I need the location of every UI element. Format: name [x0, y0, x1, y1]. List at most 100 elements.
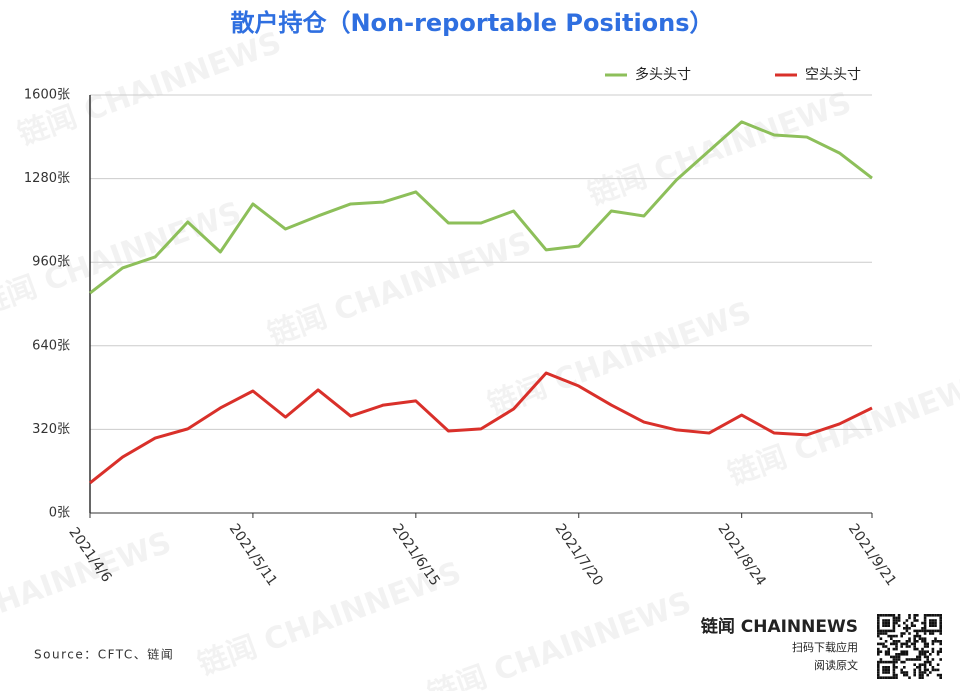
- qr-cell: [918, 663, 922, 666]
- qr-cell: [905, 627, 909, 630]
- qr-cell: [882, 666, 885, 669]
- qr-cell: [931, 629, 935, 633]
- qr-cell: [892, 621, 896, 625]
- qr-cell: [903, 642, 906, 646]
- qr-cell: [897, 624, 901, 627]
- qr-cell: [892, 634, 896, 638]
- qr-cell: [877, 660, 880, 664]
- qr-cell: [877, 666, 880, 669]
- qr-cell: [926, 655, 929, 659]
- qr-cell: [913, 640, 916, 643]
- qr-cell: [897, 658, 901, 661]
- y-tick-label: 0张: [49, 506, 70, 521]
- qr-cell: [887, 660, 890, 664]
- qr-cell: [900, 632, 903, 635]
- qr-cell: [931, 658, 935, 661]
- qr-cell: [913, 624, 916, 627]
- qr-cell: [882, 621, 885, 625]
- qr-cell: [908, 676, 911, 679]
- qr-cell: [923, 624, 927, 627]
- qr-cell: [929, 653, 932, 656]
- qr-cell: [882, 676, 885, 679]
- qr-cell: [905, 671, 909, 674]
- qr-cell: [934, 629, 937, 633]
- qr-cell: [890, 637, 893, 640]
- qr-cell: [939, 640, 942, 643]
- qr-cell: [884, 666, 888, 669]
- qr-cell: [923, 663, 927, 666]
- qr-cell: [934, 640, 937, 643]
- qr-cell: [918, 637, 922, 640]
- qr-cell: [887, 629, 890, 633]
- qr-cell: [882, 632, 885, 635]
- qr-cell: [916, 634, 919, 638]
- qr-cell: [913, 645, 916, 648]
- qr-cell: [895, 619, 898, 622]
- qr-cell: [939, 629, 942, 633]
- qr-cell: [892, 627, 896, 630]
- qr-cell: [900, 642, 903, 646]
- qr-cell: [913, 637, 916, 640]
- qr-cell: [903, 671, 906, 674]
- qr-cell: [884, 640, 888, 643]
- qr-cell: [884, 621, 888, 625]
- qr-cell: [923, 650, 927, 653]
- qr-cell: [884, 660, 888, 664]
- qr-cell: [887, 676, 890, 679]
- legend-label: 空头头寸: [805, 67, 861, 83]
- qr-cell: [936, 629, 940, 633]
- qr-cell: [884, 650, 888, 653]
- qr-cell: [903, 673, 906, 677]
- qr-cell: [913, 673, 916, 677]
- qr-cell: [939, 673, 942, 677]
- qr-cell: [895, 642, 898, 646]
- qr-cell: [908, 614, 911, 617]
- qr-cell: [926, 668, 929, 672]
- qr-cell: [929, 619, 932, 622]
- qr-cell: [877, 614, 880, 617]
- qr-cell: [892, 614, 896, 617]
- qr-cell: [887, 614, 890, 617]
- qr-cell: [887, 634, 890, 638]
- qr-cell: [913, 629, 916, 633]
- qr-cell: [923, 655, 927, 659]
- qr-cell: [921, 650, 924, 653]
- qr-cell: [900, 650, 903, 653]
- qr-cell: [923, 642, 927, 646]
- qr-cell: [931, 621, 935, 625]
- qr-cell: [892, 658, 896, 661]
- qr-cell: [900, 668, 903, 672]
- qr-cell: [916, 655, 919, 659]
- source: Source：CFTC、链闻: [34, 647, 174, 662]
- y-tick-label: 1280张: [24, 171, 70, 186]
- qr-cell: [892, 663, 896, 666]
- qr-cell: [931, 632, 935, 635]
- qr-cell: [916, 647, 919, 651]
- qr-cell: [877, 673, 880, 677]
- qr-cell: [921, 629, 924, 633]
- qr-cell: [900, 645, 903, 648]
- x-tick-label: 2021/5/11: [226, 521, 280, 589]
- qr-cell: [895, 655, 898, 659]
- qr-cell: [929, 663, 932, 666]
- qr-cell: [877, 634, 880, 638]
- qr-cell: [939, 621, 942, 625]
- qr-cell: [892, 624, 896, 627]
- qr-cell: [890, 655, 893, 659]
- qr-cell: [903, 627, 906, 630]
- qr-cell: [895, 634, 898, 638]
- qr-cell: [936, 614, 940, 617]
- qr-cell: [892, 660, 896, 664]
- qr-cell: [939, 650, 942, 653]
- qr-cell: [877, 629, 880, 633]
- qr-cell: [900, 671, 903, 674]
- qr-cell: [897, 614, 901, 617]
- qr-cell: [895, 676, 898, 679]
- qr-cell: [910, 621, 914, 625]
- qr-cell: [934, 621, 937, 625]
- qr-cell: [923, 632, 927, 635]
- qr-cell: [890, 634, 893, 638]
- qr-cell: [887, 619, 890, 622]
- qr-cell: [931, 624, 935, 627]
- qr-cell: [877, 616, 880, 620]
